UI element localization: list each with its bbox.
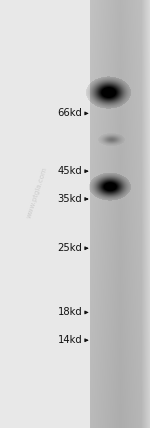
Text: 18kd: 18kd [58, 307, 82, 318]
Text: 25kd: 25kd [58, 243, 82, 253]
Text: 14kd: 14kd [58, 335, 82, 345]
Text: 35kd: 35kd [58, 194, 82, 204]
Text: 66kd: 66kd [58, 108, 82, 119]
Text: www.ptgla.com: www.ptgla.com [26, 166, 49, 219]
Text: 45kd: 45kd [58, 166, 82, 176]
